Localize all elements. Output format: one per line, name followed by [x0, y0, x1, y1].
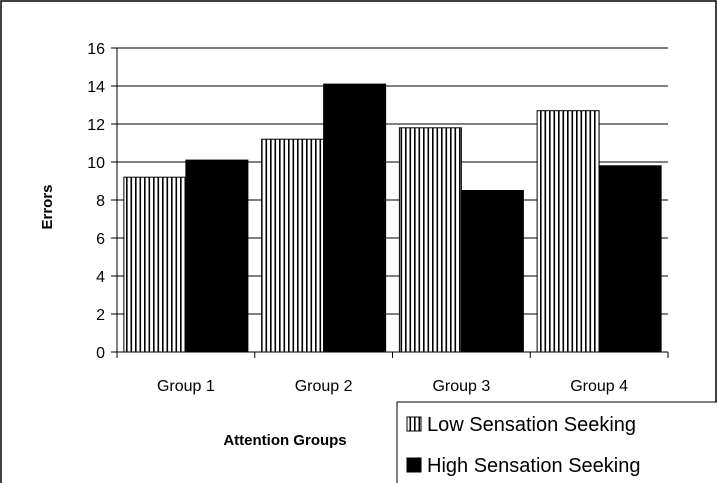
y-tick-label: 6: [96, 231, 105, 248]
bar-high-2: [323, 83, 387, 353]
y-tick-label: 10: [87, 155, 105, 172]
tick-labels: 0 2 4 6 8 10 12 14 16 Group 1 Group 2 Group 3 Group …: [87, 41, 628, 395]
bar-low-3: [398, 127, 462, 353]
y-tick-label: 4: [96, 269, 105, 286]
x-tick-label: Group 2: [295, 378, 353, 395]
bar-high-1: [185, 159, 249, 353]
y-tick-label: 16: [87, 41, 105, 58]
y-tick-label: 8: [96, 193, 105, 210]
axes: [111, 47, 669, 358]
y-tick-label: 12: [87, 117, 105, 134]
x-tick-label: Group 1: [157, 378, 215, 395]
x-tick-label: Group 4: [570, 378, 628, 395]
y-axis-title: Errors: [39, 184, 56, 229]
legend-box: [396, 401, 717, 483]
x-tick-label: Group 3: [432, 378, 490, 395]
legend-swatch-high: [406, 457, 422, 473]
y-tick-label: 2: [96, 307, 105, 324]
bar-high-3: [460, 190, 524, 353]
bars: [123, 83, 662, 353]
bar-low-2: [261, 138, 325, 353]
legend-label-high: High Sensation Seeking: [427, 455, 640, 477]
x-axis-title: Attention Groups: [223, 432, 346, 449]
y-tick-label: 14: [87, 79, 105, 96]
legend-label-low: Low Sensation Seeking: [427, 414, 636, 436]
bar-high-4: [598, 165, 662, 353]
bar-low-4: [536, 110, 600, 353]
legend: Low Sensation Seeking High Sensation See…: [396, 401, 717, 483]
legend-swatch-low: [406, 416, 422, 432]
y-tick-label: 0: [96, 345, 105, 362]
bar-low-1: [123, 176, 187, 353]
